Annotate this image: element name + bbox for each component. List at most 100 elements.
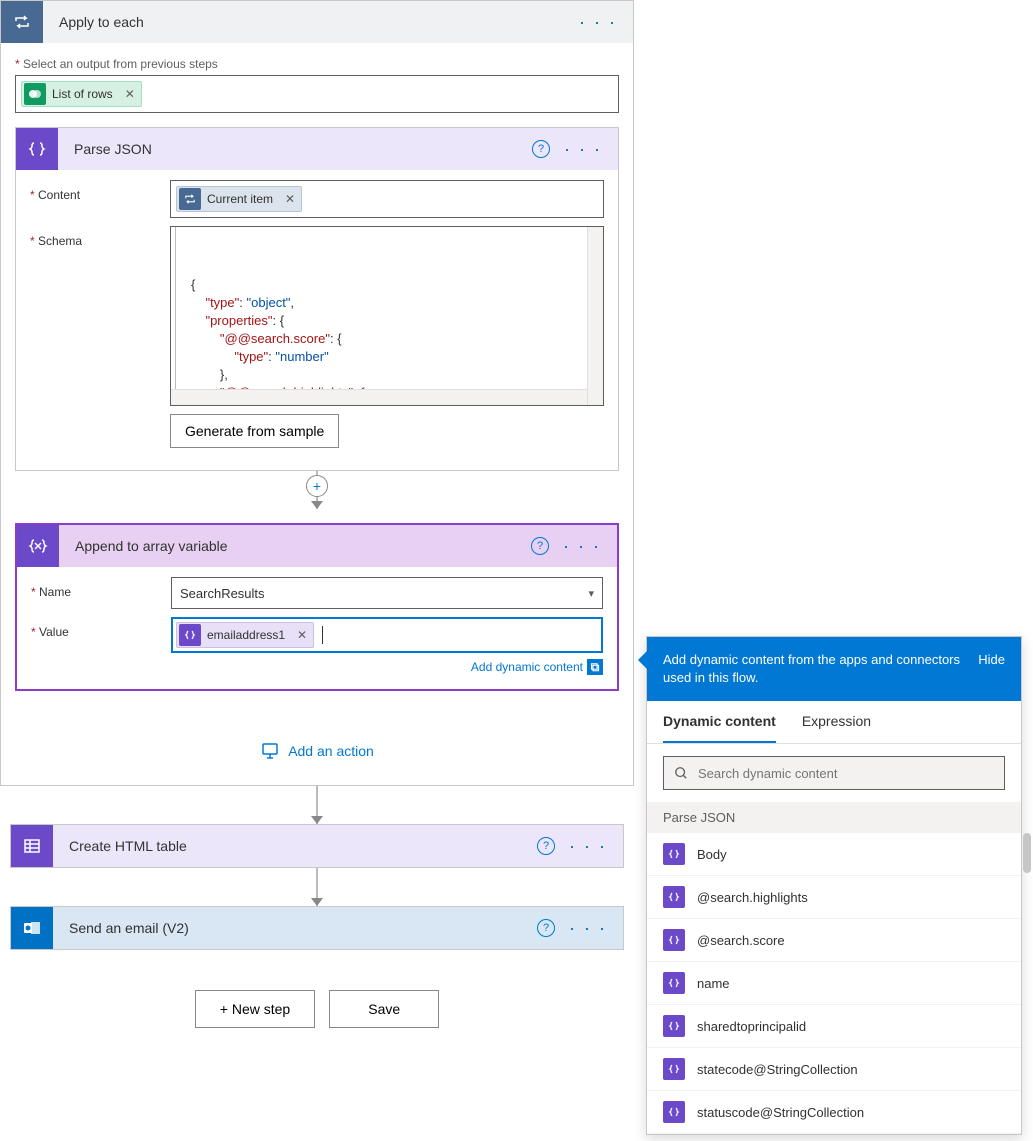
arrow-down-icon	[311, 898, 323, 906]
name-select-value: SearchResults	[180, 586, 265, 601]
send-email-card: Send an email (V2) ? · · ·	[10, 906, 624, 950]
parse-json-icon	[663, 886, 685, 908]
generate-from-sample-button[interactable]: Generate from sample	[170, 414, 339, 448]
help-icon[interactable]: ?	[531, 537, 549, 555]
loop-icon	[1, 1, 43, 43]
more-menu-icon[interactable]: · · ·	[575, 12, 621, 33]
apply-to-each-title: Apply to each	[59, 14, 575, 30]
save-button[interactable]: Save	[329, 990, 439, 1028]
token-label: List of rows	[48, 87, 119, 101]
text-cursor	[322, 626, 323, 644]
append-variable-card: Append to array variable ? · · · * Name …	[15, 523, 619, 691]
tab-dynamic-content[interactable]: Dynamic content	[663, 701, 776, 743]
dynamic-content-section-header: Parse JSON	[647, 802, 1021, 833]
connector	[0, 786, 634, 824]
value-input[interactable]: emailaddress1 ✕	[171, 617, 603, 653]
arrow-down-icon	[311, 816, 323, 824]
dynamic-content-popup: Add dynamic content from the apps and co…	[646, 636, 1022, 1135]
dynamic-content-item-label: sharedtoprincipalid	[697, 1019, 806, 1034]
append-variable-header[interactable]: Append to array variable ? · · ·	[17, 525, 617, 567]
hide-link[interactable]: Hide	[978, 651, 1005, 669]
dynamic-content-item-label: statuscode@StringCollection	[697, 1105, 864, 1120]
dynamic-content-item-label: @search.score	[697, 933, 785, 948]
help-icon[interactable]: ?	[537, 919, 555, 937]
chevron-down-icon: ▾	[588, 587, 594, 600]
dynamic-content-item-label: Body	[697, 847, 727, 862]
search-input[interactable]	[698, 766, 994, 781]
dynamic-content-item-label: @search.highlights	[697, 890, 808, 905]
add-action-button[interactable]: Add an action	[260, 741, 374, 761]
help-icon[interactable]: ?	[532, 140, 550, 158]
more-menu-icon[interactable]: · · ·	[565, 918, 611, 939]
scrollbar-horizontal[interactable]	[171, 389, 587, 405]
dynamic-content-item[interactable]: Body	[647, 833, 1021, 876]
search-dynamic-content[interactable]	[663, 756, 1005, 790]
connector: +	[15, 471, 619, 509]
dynamic-content-tabs: Dynamic content Expression	[647, 701, 1021, 744]
dynamic-content-list: Body @search.highlights @search.score name s…	[647, 833, 1021, 1134]
parse-json-icon	[179, 624, 201, 646]
append-variable-title: Append to array variable	[75, 538, 531, 554]
create-html-table-header[interactable]: Create HTML table ? · · ·	[11, 825, 623, 867]
dynamic-content-item[interactable]: statuscode@StringCollection	[647, 1091, 1021, 1134]
apply-to-each-header[interactable]: Apply to each · · ·	[1, 1, 633, 43]
create-html-table-title: Create HTML table	[69, 838, 537, 854]
parse-json-icon	[663, 843, 685, 865]
list-of-rows-token[interactable]: List of rows ✕	[21, 81, 142, 107]
emailaddress-token[interactable]: emailaddress1 ✕	[176, 622, 314, 648]
remove-token-icon[interactable]: ✕	[119, 87, 141, 101]
dynamic-content-item[interactable]: name	[647, 962, 1021, 1005]
select-output-input[interactable]: List of rows ✕	[15, 75, 619, 113]
send-email-header[interactable]: Send an email (V2) ? · · ·	[11, 907, 623, 949]
parse-json-header[interactable]: Parse JSON ? · · ·	[16, 128, 618, 170]
new-step-button[interactable]: + New step	[195, 990, 315, 1028]
outlook-icon	[11, 907, 53, 949]
connector	[0, 868, 634, 906]
loop-icon	[179, 188, 201, 210]
scrollbar-vertical[interactable]	[587, 227, 603, 405]
parse-json-icon	[663, 972, 685, 994]
dynamic-content-item-label: name	[697, 976, 730, 991]
dataverse-icon	[24, 83, 46, 105]
more-menu-icon[interactable]: · · ·	[565, 836, 611, 857]
token-label: emailaddress1	[203, 628, 291, 642]
search-icon	[674, 766, 688, 780]
select-output-label: * Select an output from previous steps	[15, 57, 619, 71]
more-menu-icon[interactable]: · · ·	[559, 536, 605, 557]
scrollbar-thumb[interactable]	[1023, 833, 1031, 873]
remove-token-icon[interactable]: ✕	[291, 628, 313, 642]
dynamic-content-item[interactable]: @search.highlights	[647, 876, 1021, 919]
schema-textarea[interactable]: { "type": "object", "properties": { "@@s…	[170, 226, 604, 406]
content-input[interactable]: Current item ✕	[170, 180, 604, 218]
add-dynamic-icon: ⧉	[587, 659, 603, 675]
parse-json-icon	[16, 128, 58, 170]
add-dynamic-content-link[interactable]: Add dynamic content ⧉	[171, 659, 603, 675]
table-icon	[11, 825, 53, 867]
dynamic-content-item[interactable]: sharedtoprincipalid	[647, 1005, 1021, 1048]
parse-json-icon	[663, 1058, 685, 1080]
tab-expression[interactable]: Expression	[802, 701, 871, 743]
send-email-title: Send an email (V2)	[69, 920, 537, 936]
dynamic-content-header: Add dynamic content from the apps and co…	[647, 637, 1021, 701]
add-step-button[interactable]: +	[306, 475, 328, 497]
apply-to-each-card: Apply to each · · · * Select an output f…	[0, 0, 634, 786]
help-icon[interactable]: ?	[537, 837, 555, 855]
create-html-table-card: Create HTML table ? · · ·	[10, 824, 624, 868]
token-label: Current item	[203, 192, 279, 206]
parse-json-icon	[663, 1101, 685, 1123]
parse-json-card: Parse JSON ? · · · * Content	[15, 127, 619, 471]
arrow-down-icon	[311, 501, 323, 509]
value-label: * Value	[31, 617, 171, 675]
dynamic-content-item[interactable]: @search.score	[647, 919, 1021, 962]
dynamic-content-item-label: statecode@StringCollection	[697, 1062, 858, 1077]
add-action-icon	[260, 741, 280, 761]
remove-token-icon[interactable]: ✕	[279, 192, 301, 206]
name-label: * Name	[31, 577, 171, 609]
current-item-token[interactable]: Current item ✕	[176, 186, 302, 212]
dynamic-content-header-text: Add dynamic content from the apps and co…	[663, 651, 963, 687]
more-menu-icon[interactable]: · · ·	[560, 139, 606, 160]
content-label: * Content	[30, 180, 170, 218]
schema-label: * Schema	[30, 226, 170, 448]
name-select[interactable]: SearchResults ▾	[171, 577, 603, 609]
dynamic-content-item[interactable]: statecode@StringCollection	[647, 1048, 1021, 1091]
